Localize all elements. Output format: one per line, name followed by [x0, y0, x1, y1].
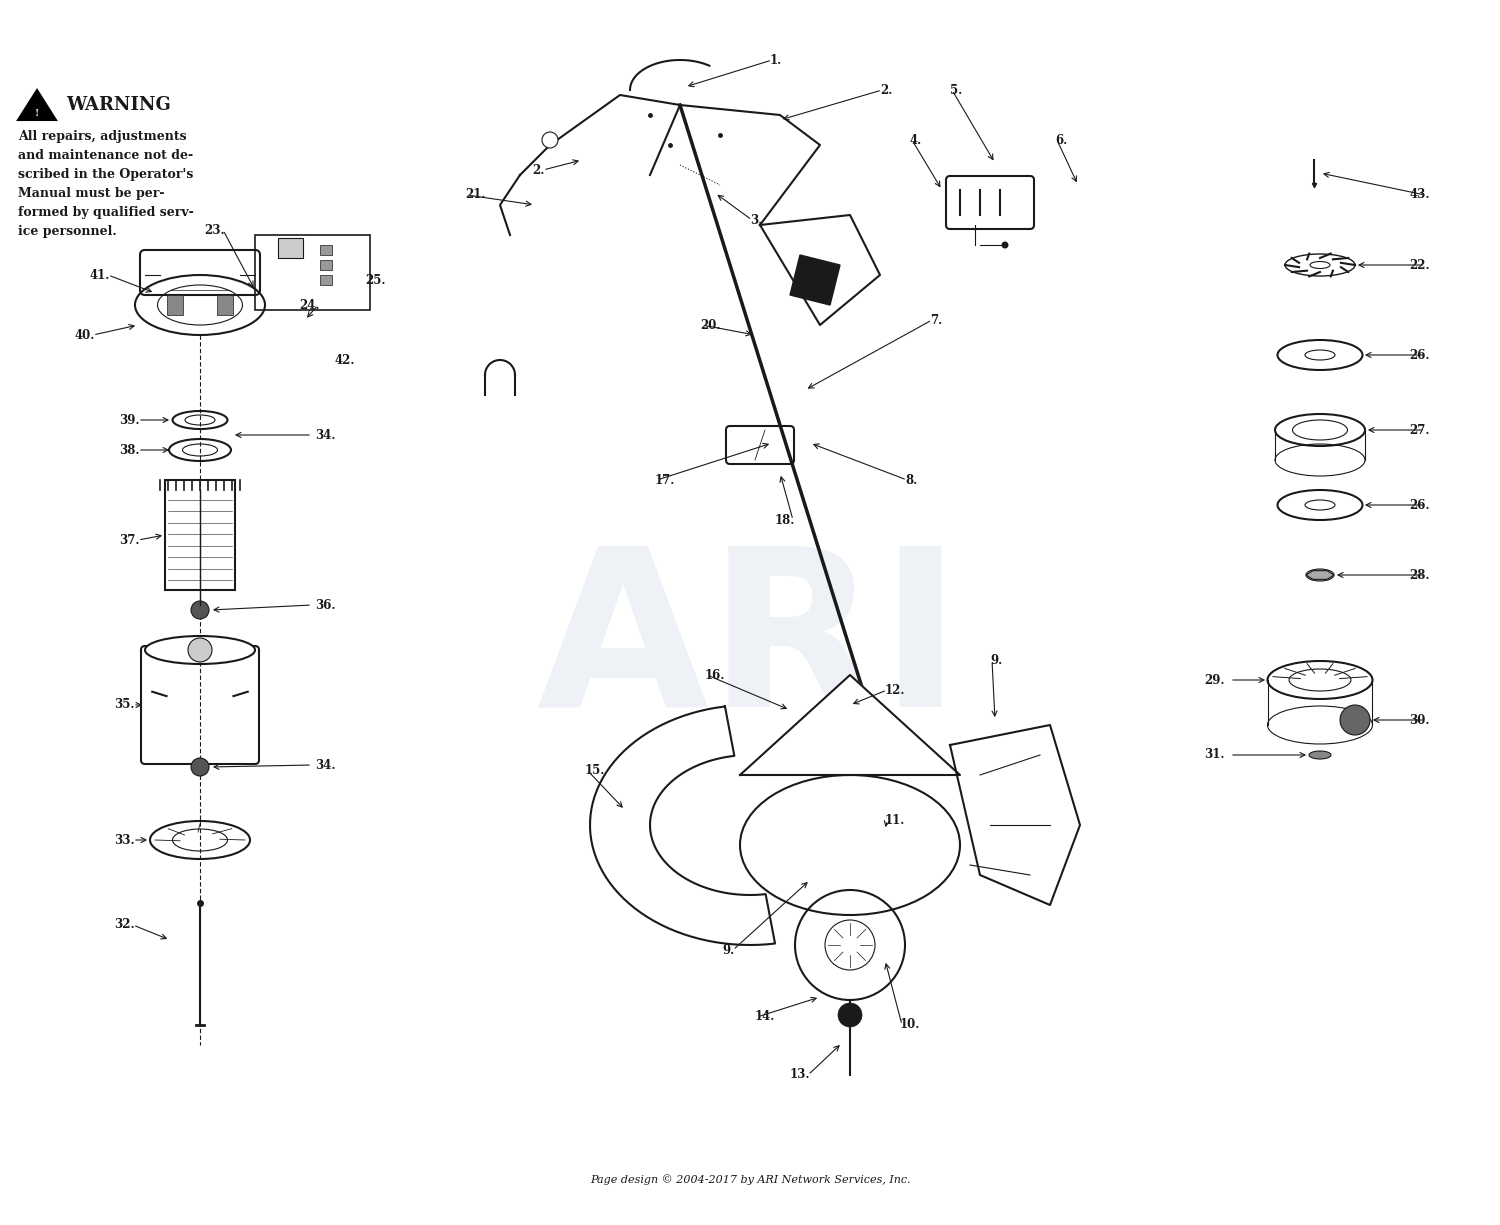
Text: 26.: 26.: [1410, 499, 1430, 512]
Ellipse shape: [1310, 751, 1330, 760]
Text: 37.: 37.: [120, 534, 140, 546]
Text: 35.: 35.: [114, 698, 135, 712]
Text: 39.: 39.: [120, 414, 140, 426]
Bar: [217, 295, 232, 315]
Text: 8.: 8.: [904, 474, 918, 486]
Text: 2.: 2.: [532, 163, 544, 176]
Text: Page design © 2004-2017 by ARI Network Services, Inc.: Page design © 2004-2017 by ARI Network S…: [590, 1175, 910, 1186]
Text: 17.: 17.: [656, 474, 675, 486]
Text: 9.: 9.: [990, 653, 1002, 666]
Text: 1.: 1.: [770, 54, 783, 66]
Text: 14.: 14.: [754, 1011, 776, 1024]
Text: 30.: 30.: [1410, 713, 1430, 726]
Text: 22.: 22.: [1410, 258, 1430, 272]
Polygon shape: [18, 89, 56, 120]
Text: 34.: 34.: [315, 758, 336, 772]
Ellipse shape: [1306, 568, 1334, 581]
Bar: [320, 274, 332, 285]
Text: ARI: ARI: [537, 538, 963, 752]
Circle shape: [188, 638, 211, 662]
Text: WARNING: WARNING: [66, 96, 171, 114]
Text: 38.: 38.: [120, 443, 140, 457]
Text: 41.: 41.: [90, 268, 110, 282]
Bar: [320, 245, 332, 255]
Circle shape: [542, 132, 558, 148]
Bar: [166, 295, 183, 315]
Circle shape: [1340, 706, 1370, 735]
Text: 42.: 42.: [334, 354, 356, 366]
Text: 27.: 27.: [1410, 424, 1430, 436]
Bar: [320, 260, 332, 270]
Text: 10.: 10.: [900, 1018, 921, 1031]
Bar: [165, 480, 236, 590]
Text: 29.: 29.: [1204, 674, 1225, 686]
Polygon shape: [590, 707, 776, 944]
Text: 43.: 43.: [1410, 189, 1430, 201]
Polygon shape: [740, 675, 960, 775]
Text: 32.: 32.: [114, 919, 135, 931]
Text: 6.: 6.: [1054, 134, 1068, 147]
Circle shape: [190, 758, 208, 775]
Polygon shape: [950, 725, 1080, 905]
Text: 5.: 5.: [950, 83, 963, 97]
Bar: [278, 238, 303, 258]
Text: 12.: 12.: [885, 684, 906, 697]
Text: 11.: 11.: [885, 813, 906, 827]
Ellipse shape: [146, 636, 255, 664]
Text: 13.: 13.: [789, 1068, 810, 1082]
Text: 3.: 3.: [750, 213, 762, 227]
Text: All repairs, adjustments
and maintenance not de-
scribed in the Operator's
Manua: All repairs, adjustments and maintenance…: [18, 130, 194, 238]
Circle shape: [190, 601, 208, 619]
Text: 20.: 20.: [700, 318, 720, 332]
Text: 25.: 25.: [364, 273, 386, 287]
Text: 31.: 31.: [1204, 748, 1225, 762]
Circle shape: [839, 1003, 862, 1027]
Text: 4.: 4.: [910, 134, 922, 147]
Text: 24.: 24.: [300, 299, 320, 311]
Text: 28.: 28.: [1410, 568, 1430, 582]
Text: 33.: 33.: [114, 833, 135, 846]
Text: 15.: 15.: [585, 763, 606, 777]
Text: 18.: 18.: [774, 513, 795, 527]
Polygon shape: [790, 255, 840, 305]
Text: 21.: 21.: [465, 189, 486, 201]
Circle shape: [1002, 241, 1008, 249]
Text: 7.: 7.: [930, 314, 942, 327]
Text: 26.: 26.: [1410, 348, 1430, 361]
Text: !: !: [34, 109, 39, 118]
Text: 9.: 9.: [723, 943, 735, 957]
Bar: [255, 235, 370, 310]
Text: 36.: 36.: [315, 599, 336, 611]
Text: 16.: 16.: [705, 669, 726, 681]
Ellipse shape: [1310, 261, 1330, 268]
Text: 40.: 40.: [75, 328, 94, 342]
Text: 2.: 2.: [880, 83, 892, 97]
Text: 23.: 23.: [204, 223, 225, 236]
Text: 34.: 34.: [315, 429, 336, 441]
